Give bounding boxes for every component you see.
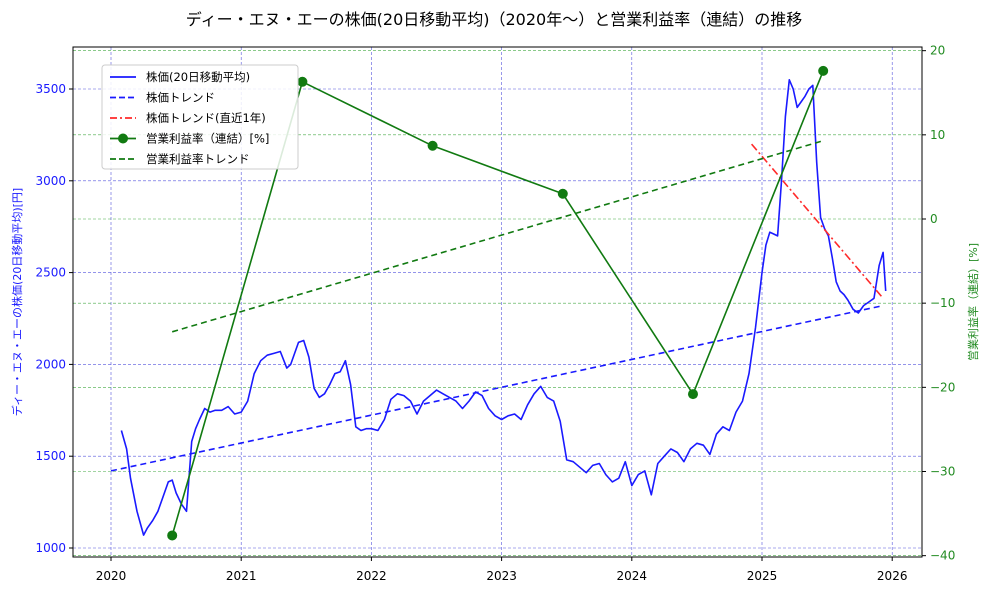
right-tick-label: 20 xyxy=(930,44,945,58)
x-tick-label: 2026 xyxy=(877,569,908,583)
left-tick-label: 2000 xyxy=(35,357,66,371)
series-line-1 xyxy=(110,304,884,472)
right-tick-label: 0 xyxy=(930,212,938,226)
legend-item-label: 営業利益率トレンド xyxy=(146,152,250,166)
left-y-axis-label: ディー・エヌ・エーの株価(20日移動平均)[円] xyxy=(10,188,24,416)
series-line-4 xyxy=(171,139,824,333)
right-tick-label: −10 xyxy=(930,296,955,310)
left-tick-label: 3500 xyxy=(35,82,66,96)
legend-box xyxy=(101,64,299,170)
x-tick-label: 2024 xyxy=(617,569,648,583)
series-line-2 xyxy=(750,143,884,299)
data-point-marker xyxy=(167,530,178,541)
legend-item-label: 株価トレンド(直近1年) xyxy=(146,111,266,125)
x-tick-label: 2021 xyxy=(226,569,257,583)
x-axis: 2020 2021 2022 2023 2024 2025 2026 xyxy=(96,557,908,583)
legend-item-label: 株価トレンド xyxy=(146,91,215,105)
left-tick-label: 1000 xyxy=(35,541,66,555)
left-tick-label: 1500 xyxy=(35,449,66,463)
right-tick-label: 10 xyxy=(930,128,945,142)
plot-frame xyxy=(72,46,923,558)
right-y-axis-label: 営業利益率（連結）[%] xyxy=(966,243,980,361)
data-point-marker xyxy=(297,76,308,87)
legend-item-label: 営業利益率（連結）[%] xyxy=(146,132,269,146)
right-tick-label: −20 xyxy=(930,380,955,394)
data-point-marker xyxy=(557,188,568,199)
right-y-axis: −40 −30 −20 −10 0 10 20 xyxy=(922,44,955,563)
right-tick-label: −40 xyxy=(930,549,955,563)
x-tick-label: 2025 xyxy=(747,569,778,583)
data-point-marker xyxy=(818,65,829,76)
left-y-axis: 1000 1500 2000 2500 3000 3500 xyxy=(35,82,73,555)
chart-title: ディー・エヌ・エーの株価(20日移動平均)（2020年～）と営業利益率（連結）の… xyxy=(186,10,802,29)
left-tick-label: 2500 xyxy=(35,266,66,280)
series-line-0 xyxy=(120,79,887,536)
legend-item-label: 株価(20日移動平均) xyxy=(146,70,250,84)
data-point-marker xyxy=(427,140,438,151)
x-tick-label: 2023 xyxy=(486,569,517,583)
data-point-marker xyxy=(687,389,698,400)
x-tick-label: 2022 xyxy=(356,569,387,583)
right-tick-label: −30 xyxy=(930,465,955,479)
left-tick-label: 3000 xyxy=(35,174,66,188)
x-tick-label: 2020 xyxy=(96,569,127,583)
